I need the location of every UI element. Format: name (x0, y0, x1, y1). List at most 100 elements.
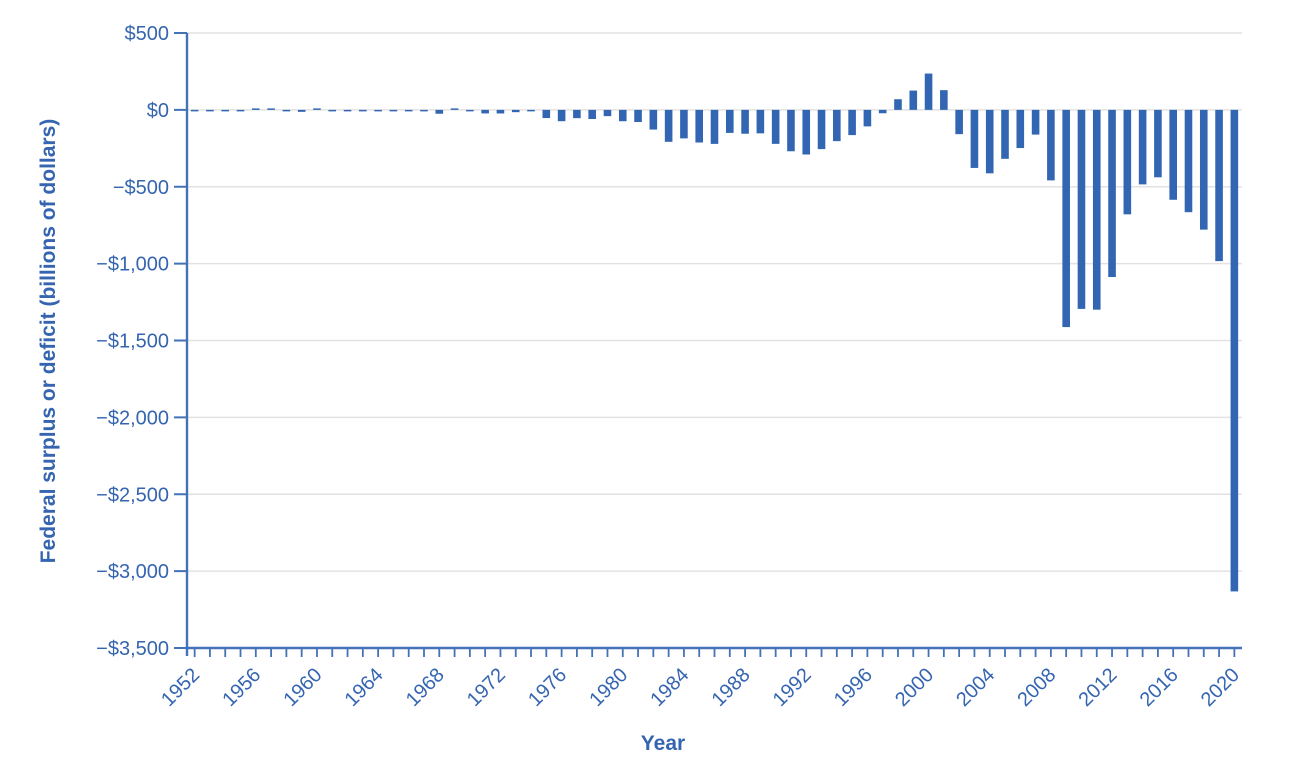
y-tick-label: −$3,500 (96, 638, 169, 660)
bar-2010 (1077, 109, 1086, 309)
x-tick-label: 2016 (1136, 664, 1183, 711)
x-tick-label: 1964 (341, 664, 388, 711)
bar-1979 (603, 109, 612, 117)
bar-1982 (649, 109, 658, 130)
bar-1985 (695, 109, 704, 143)
bar-1994 (833, 109, 841, 142)
bar-1978 (588, 109, 596, 119)
y-tick-label: −$3,000 (96, 561, 169, 583)
bar-1962 (343, 109, 352, 112)
bar-2015 (1154, 109, 1162, 178)
bar-2020 (1230, 109, 1239, 592)
bar-1955 (236, 109, 245, 112)
x-tick-label: 1960 (280, 664, 327, 711)
x-axis-title: Year (641, 732, 685, 755)
bar-1989 (756, 109, 765, 134)
bar-1953 (206, 109, 214, 112)
bar-1954 (221, 109, 230, 112)
bar-1969 (450, 108, 459, 110)
bar-1963 (359, 109, 367, 112)
bar-1976 (557, 109, 566, 122)
x-tick-label: 2020 (1197, 664, 1244, 711)
bar-2008 (1047, 109, 1055, 181)
bar-2009 (1062, 109, 1070, 328)
bar-2005 (1001, 109, 1009, 159)
bar-2003 (970, 109, 979, 168)
bar-1959 (297, 109, 306, 112)
x-tick-label: 1996 (830, 664, 877, 711)
y-tick-label: −$2,500 (96, 484, 169, 506)
gridlines-layer (187, 32, 1242, 572)
bar-2019 (1215, 109, 1223, 262)
bar-1992 (802, 109, 811, 155)
bars-layer (190, 73, 1239, 592)
bar-2018 (1199, 109, 1208, 230)
x-tick-label: 1980 (585, 664, 632, 711)
bar-1984 (680, 109, 688, 139)
bar-1967 (420, 109, 428, 112)
bar-1996 (863, 109, 872, 127)
bar-1972 (496, 109, 505, 114)
bar-1952 (190, 109, 199, 112)
y-tick-label: −$2,000 (96, 407, 169, 429)
bar-1977 (573, 109, 581, 119)
bar-1990 (771, 109, 780, 144)
x-tick-label: 1988 (708, 664, 755, 711)
bar-1983 (664, 109, 673, 142)
bar-1968 (435, 109, 444, 114)
bar-1986 (710, 109, 719, 144)
bar-2012 (1108, 109, 1116, 278)
bar-2017 (1184, 109, 1193, 213)
bar-1974 (527, 109, 535, 112)
y-tick-label: −$1,500 (96, 331, 169, 353)
bar-2004 (985, 109, 994, 174)
bar-1966 (404, 109, 413, 112)
bar-2000 (924, 73, 933, 110)
x-tick-label: 2004 (952, 664, 999, 711)
bar-2013 (1123, 109, 1132, 215)
bar-1999 (909, 90, 918, 110)
bar-2016 (1169, 109, 1177, 200)
bar-1981 (634, 109, 642, 123)
x-tick-label: 1992 (769, 664, 816, 711)
bar-1997 (878, 109, 887, 114)
bar-1970 (466, 109, 474, 112)
bar-1965 (389, 109, 398, 112)
bar-1988 (741, 109, 749, 134)
y-axis-title: Federal surplus or deficit (billions of … (37, 119, 60, 564)
bar-1998 (894, 99, 902, 110)
bar-2006 (1016, 109, 1025, 149)
bar-2011 (1092, 109, 1101, 310)
x-tick-label: 1956 (218, 664, 265, 711)
bar-2014 (1138, 109, 1147, 185)
bar-1993 (817, 109, 826, 150)
bar-1975 (542, 109, 551, 119)
bar-1956 (252, 108, 260, 110)
x-tick-label: 2000 (891, 664, 938, 711)
x-tick-label: 1984 (646, 664, 693, 711)
y-tick-label: $0 (147, 100, 169, 122)
bar-2007 (1031, 109, 1040, 135)
y-tick-label: −$1,000 (96, 254, 169, 276)
axes-layer (174, 32, 1242, 657)
bar-1960 (313, 108, 321, 110)
x-tick-label: 1976 (524, 664, 571, 711)
bar-1991 (787, 109, 795, 152)
x-tick-label: 1972 (463, 664, 510, 711)
x-tick-label: 2008 (1013, 664, 1060, 711)
x-tick-label: 2012 (1075, 664, 1122, 711)
y-tick-label: −$500 (113, 177, 169, 199)
bar-2001 (940, 90, 948, 110)
bar-1987 (725, 109, 734, 133)
bar-1964 (374, 109, 382, 112)
bar-1971 (481, 109, 489, 114)
bar-2002 (955, 109, 963, 135)
bar-1980 (618, 109, 627, 122)
x-tick-label: 1968 (402, 664, 449, 711)
bar-1958 (282, 109, 291, 112)
x-tick-label: 1952 (157, 664, 204, 711)
bar-1957 (267, 108, 275, 110)
bar-1961 (328, 109, 337, 112)
